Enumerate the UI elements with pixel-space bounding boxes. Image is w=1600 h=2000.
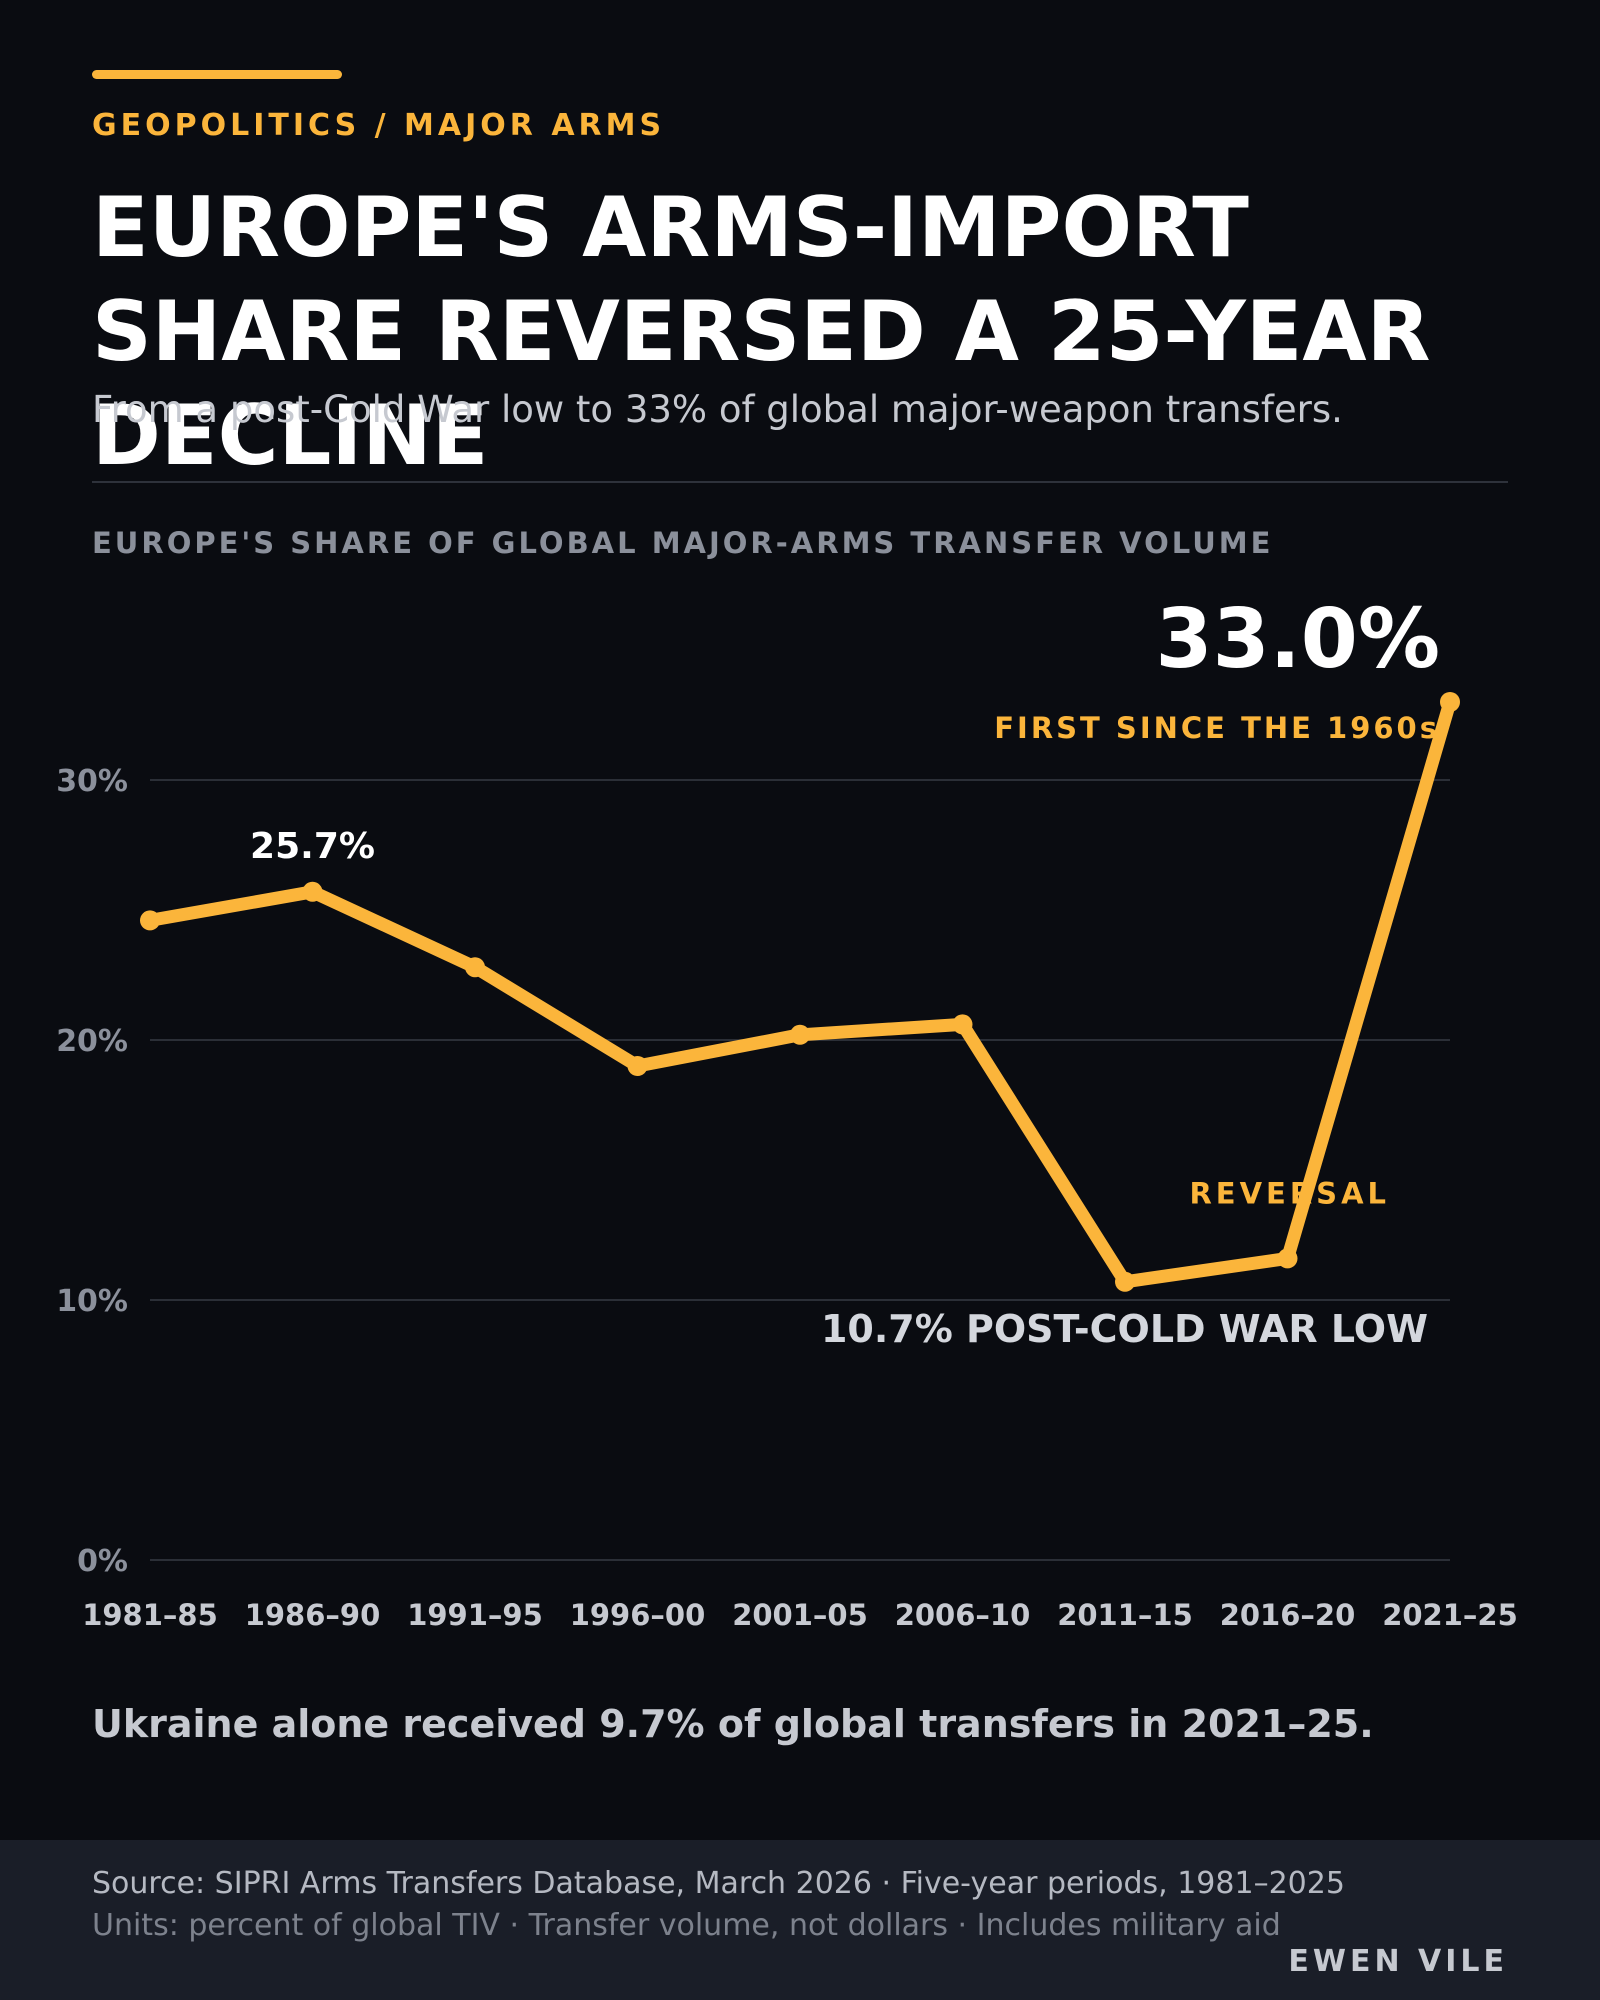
latest-value-label: 33.0% — [1156, 592, 1440, 687]
peak-value-label: 25.7% — [250, 826, 375, 867]
data-point — [1277, 1248, 1298, 1269]
x-tick-label: 2021–25 — [1382, 1598, 1518, 1632]
footnote: Ukraine alone received 9.7% of global tr… — [92, 1702, 1374, 1746]
subtitle: From a post-Cold War low to 33% of globa… — [92, 388, 1343, 431]
accent-bar — [92, 70, 342, 79]
data-point — [1115, 1271, 1135, 1292]
chart-heading: EUROPE'S SHARE OF GLOBAL MAJOR-ARMS TRAN… — [92, 526, 1274, 560]
low-value-label: 10.7% POST-COLD WAR LOW — [821, 1307, 1428, 1351]
series-layer — [140, 692, 1460, 1292]
x-tick-label: 2006–10 — [895, 1598, 1031, 1632]
data-point — [952, 1014, 973, 1035]
y-tick-label: 0% — [77, 1544, 128, 1579]
annotations: 25.7% 33.0% FIRST SINCE THE 1960s REVERS… — [250, 592, 1440, 1351]
kicker: GEOPOLITICS / MAJOR ARMS — [92, 108, 666, 143]
data-point — [302, 881, 323, 902]
y-tick-label: 20% — [56, 1024, 128, 1059]
x-axis-ticks: 1981–85 1986–90 1991–95 1996–00 2001–05 2006–… — [82, 1598, 1518, 1632]
page-title: EUROPE'S ARMS-IMPORT SHARE REVERSED A 25… — [92, 179, 1431, 484]
data-point — [140, 910, 160, 931]
data-point — [627, 1056, 648, 1076]
credit: EWEN VILE — [1288, 1944, 1508, 1979]
x-tick-label: 1986–90 — [245, 1598, 381, 1632]
divider — [92, 481, 1508, 483]
data-point — [1440, 692, 1460, 712]
y-axis-ticks: 0% 10% 20% 30% — [56, 764, 128, 1579]
x-tick-label: 2011–15 — [1057, 1598, 1193, 1632]
source-note: Source: SIPRI Arms Transfers Database, M… — [92, 1866, 1345, 1901]
x-tick-label: 1981–85 — [82, 1598, 218, 1632]
x-tick-label: 1996–00 — [570, 1598, 706, 1632]
y-tick-label: 30% — [56, 764, 128, 799]
y-tick-label: 10% — [56, 1284, 128, 1319]
latest-note-label: FIRST SINCE THE 1960s — [994, 711, 1440, 745]
reversal-label: REVERSAL — [1189, 1176, 1390, 1210]
data-point — [465, 957, 485, 978]
footer-band — [0, 1840, 1600, 2000]
grid-lines — [150, 779, 1450, 1561]
x-tick-label: 2001–05 — [732, 1598, 868, 1632]
units-note: Units: percent of global TIV · Transfer … — [92, 1908, 1281, 1943]
x-tick-label: 2016–20 — [1220, 1598, 1356, 1632]
data-point — [790, 1024, 810, 1045]
x-tick-label: 1991–95 — [407, 1598, 543, 1632]
line-chart: 0% 10% 20% 30% 1981–85 1986–90 1991–95 1996–00… — [56, 592, 1518, 1632]
